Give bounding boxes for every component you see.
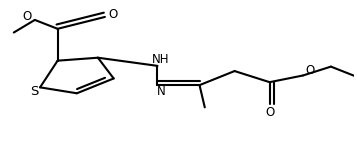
Text: NH: NH <box>152 53 169 66</box>
Text: O: O <box>265 106 274 119</box>
Text: O: O <box>305 64 315 77</box>
Text: O: O <box>108 8 117 21</box>
Text: O: O <box>22 10 32 23</box>
Text: S: S <box>30 85 38 98</box>
Text: N: N <box>157 85 166 98</box>
